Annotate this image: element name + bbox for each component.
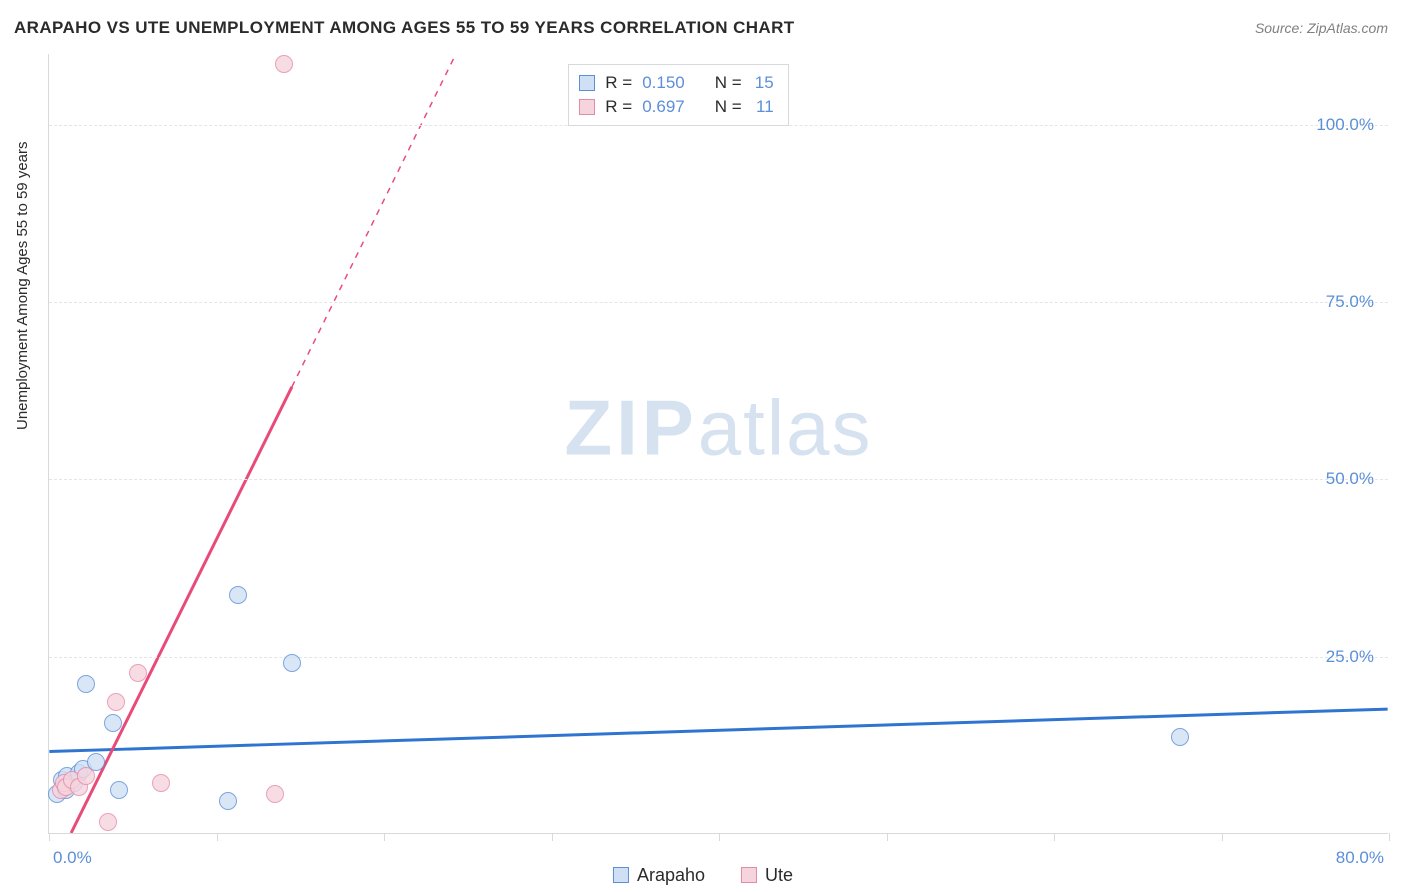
legend-item: Ute <box>741 865 793 886</box>
source-attribution: Source: ZipAtlas.com <box>1255 20 1388 36</box>
legend-row: R = 0.150 N = 15 <box>579 71 773 95</box>
y-tick-label: 100.0% <box>1316 115 1374 135</box>
x-min-label: 0.0% <box>53 848 92 868</box>
data-point <box>152 774 170 792</box>
r-value: 0.697 <box>642 95 685 119</box>
x-tick <box>384 833 385 841</box>
x-tick <box>887 833 888 841</box>
data-point <box>110 781 128 799</box>
gridline <box>49 479 1388 480</box>
data-point <box>275 55 293 73</box>
legend-swatch <box>613 867 629 883</box>
x-tick <box>1054 833 1055 841</box>
y-axis-label: Unemployment Among Ages 55 to 59 years <box>14 141 31 430</box>
scatter-plot-area: ZIPatlas 25.0%50.0%75.0%100.0%0.0%80.0%R… <box>48 54 1388 834</box>
n-value: 15 <box>752 71 774 95</box>
data-point <box>77 675 95 693</box>
data-point <box>77 767 95 785</box>
data-point <box>283 654 301 672</box>
data-point <box>266 785 284 803</box>
legend-label: Arapaho <box>637 865 705 885</box>
chart-title: ARAPAHO VS UTE UNEMPLOYMENT AMONG AGES 5… <box>14 18 795 38</box>
y-tick-label: 50.0% <box>1326 469 1374 489</box>
correlation-legend: R = 0.150 N = 15 R = 0.697 N = 11 <box>568 64 788 126</box>
x-tick <box>552 833 553 841</box>
x-max-label: 80.0% <box>1336 848 1384 868</box>
r-value: 0.150 <box>642 71 685 95</box>
legend-swatch <box>741 867 757 883</box>
x-tick <box>1222 833 1223 841</box>
x-tick <box>719 833 720 841</box>
legend-swatch <box>579 75 595 91</box>
data-point <box>99 813 117 831</box>
data-point <box>219 792 237 810</box>
n-value: 11 <box>752 95 774 119</box>
gridline <box>49 657 1388 658</box>
x-tick <box>1389 833 1390 841</box>
legend-bottom: Arapaho Ute <box>613 865 793 886</box>
n-label: N = <box>715 71 742 95</box>
x-tick <box>217 833 218 841</box>
gridline <box>49 302 1388 303</box>
data-point <box>229 586 247 604</box>
watermark-rest: atlas <box>698 383 873 471</box>
data-point <box>104 714 122 732</box>
legend-label: Ute <box>765 865 793 885</box>
r-label: R = <box>605 95 632 119</box>
watermark: ZIPatlas <box>564 382 872 473</box>
legend-swatch <box>579 99 595 115</box>
n-label: N = <box>715 95 742 119</box>
data-point <box>1171 728 1189 746</box>
y-tick-label: 75.0% <box>1326 292 1374 312</box>
y-tick-label: 25.0% <box>1326 647 1374 667</box>
r-label: R = <box>605 71 632 95</box>
legend-row: R = 0.697 N = 11 <box>579 95 773 119</box>
x-tick <box>49 833 50 841</box>
trendlines-layer <box>49 54 1388 833</box>
data-point <box>129 664 147 682</box>
watermark-bold: ZIP <box>564 383 697 471</box>
legend-item: Arapaho <box>613 865 705 886</box>
data-point <box>107 693 125 711</box>
